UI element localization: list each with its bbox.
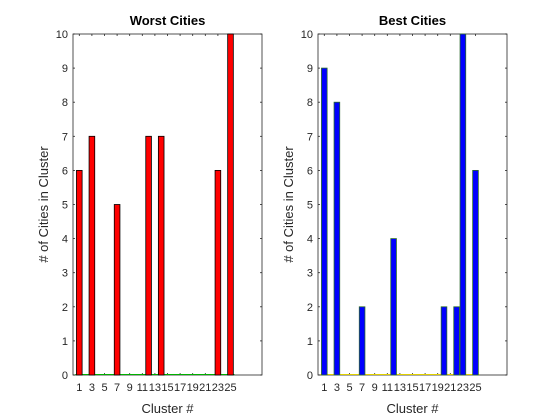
worst-bar (227, 33, 234, 376)
best-x-tick-label: 9 (372, 382, 378, 394)
worst-x-tick-label: 3 (89, 382, 95, 394)
best-bar (440, 306, 448, 376)
worst-x-tick-label: 9 (127, 382, 133, 394)
best-x-tick-label: 11 (382, 382, 393, 394)
best-y-axis-label: # of Cities in Cluster (281, 146, 296, 263)
best-x-tick-label: 13 (394, 382, 406, 394)
best-y-tick-label: 7 (307, 131, 313, 143)
worst-y-tick-label: 5 (62, 200, 68, 212)
worst-x-tick-label: 23 (212, 382, 224, 394)
worst-y-axis-label: # of Cities in Cluster (36, 146, 51, 263)
best-bar (390, 238, 397, 376)
best-x-axis-label: Cluster # (386, 401, 439, 416)
worst-y-tick-label: 1 (62, 336, 68, 348)
worst-y-tick-label: 0 (62, 370, 68, 382)
best-bar (333, 101, 341, 376)
worst-x-tick-label: 21 (199, 382, 211, 394)
worst-x-tick-label: 19 (187, 382, 199, 394)
best-y-tick-label: 10 (301, 29, 313, 41)
best-bar (472, 169, 479, 376)
worst-x-axis-label: Cluster # (141, 401, 194, 416)
best-x-tick-label: 7 (359, 382, 365, 394)
worst-bar (88, 135, 96, 376)
worst-x-tick-label: 25 (224, 382, 236, 394)
best-x-tick-label: 3 (334, 382, 340, 394)
best-y-tick-label: 6 (307, 165, 313, 177)
worst-bar (113, 204, 121, 376)
best-y-tick-label: 5 (307, 200, 313, 212)
worst-y-tick-label: 6 (62, 165, 68, 177)
worst-x-tick-label: 13 (149, 382, 161, 394)
worst-y-tick-label: 9 (62, 63, 68, 75)
worst-y-tick-label: 2 (62, 302, 68, 314)
worst-x-tick-label: 15 (161, 382, 173, 394)
best-y-tick-label: 2 (307, 302, 313, 314)
worst-bar (145, 135, 152, 376)
best-x-tick-label: 17 (419, 382, 431, 394)
best-bar (358, 306, 366, 376)
worst-x-tick-label: 17 (174, 382, 186, 394)
best-x-tick-label: 5 (346, 382, 352, 394)
worst-y-tick-label: 8 (62, 97, 68, 109)
best-x-tick-label: 21 (444, 382, 456, 394)
best-x-tick-label: 25 (469, 382, 481, 394)
best-bar (321, 67, 328, 376)
worst-chart-title: Worst Cities (130, 13, 206, 28)
best-y-tick-label: 9 (307, 63, 313, 75)
worst-x-tick-label: 11 (137, 382, 148, 394)
worst-bar (157, 135, 165, 376)
best-y-tick-label: 4 (307, 234, 313, 246)
best-x-tick-label: 23 (457, 382, 469, 394)
worst-x-tick-label: 1 (76, 382, 82, 394)
worst-y-tick-label: 3 (62, 268, 68, 280)
best-x-tick-label: 15 (406, 382, 418, 394)
worst-y-tick-label: 10 (56, 29, 68, 41)
best-y-tick-label: 8 (307, 97, 313, 109)
best-y-tick-label: 1 (307, 336, 313, 348)
best-x-tick-label: 19 (432, 382, 444, 394)
worst-y-tick-label: 7 (62, 131, 68, 143)
worst-bar (214, 169, 222, 376)
best-bar (453, 306, 460, 376)
best-x-tick-label: 1 (321, 382, 327, 394)
best-chart-title: Best Cities (379, 13, 446, 28)
worst-bar (76, 169, 83, 376)
worst-x-tick-label: 5 (101, 382, 107, 394)
worst-x-tick-label: 7 (114, 382, 120, 394)
best-y-tick-label: 0 (307, 370, 313, 382)
worst-y-tick-label: 4 (62, 234, 68, 246)
best-bar (459, 33, 467, 376)
best-y-tick-label: 3 (307, 268, 313, 280)
